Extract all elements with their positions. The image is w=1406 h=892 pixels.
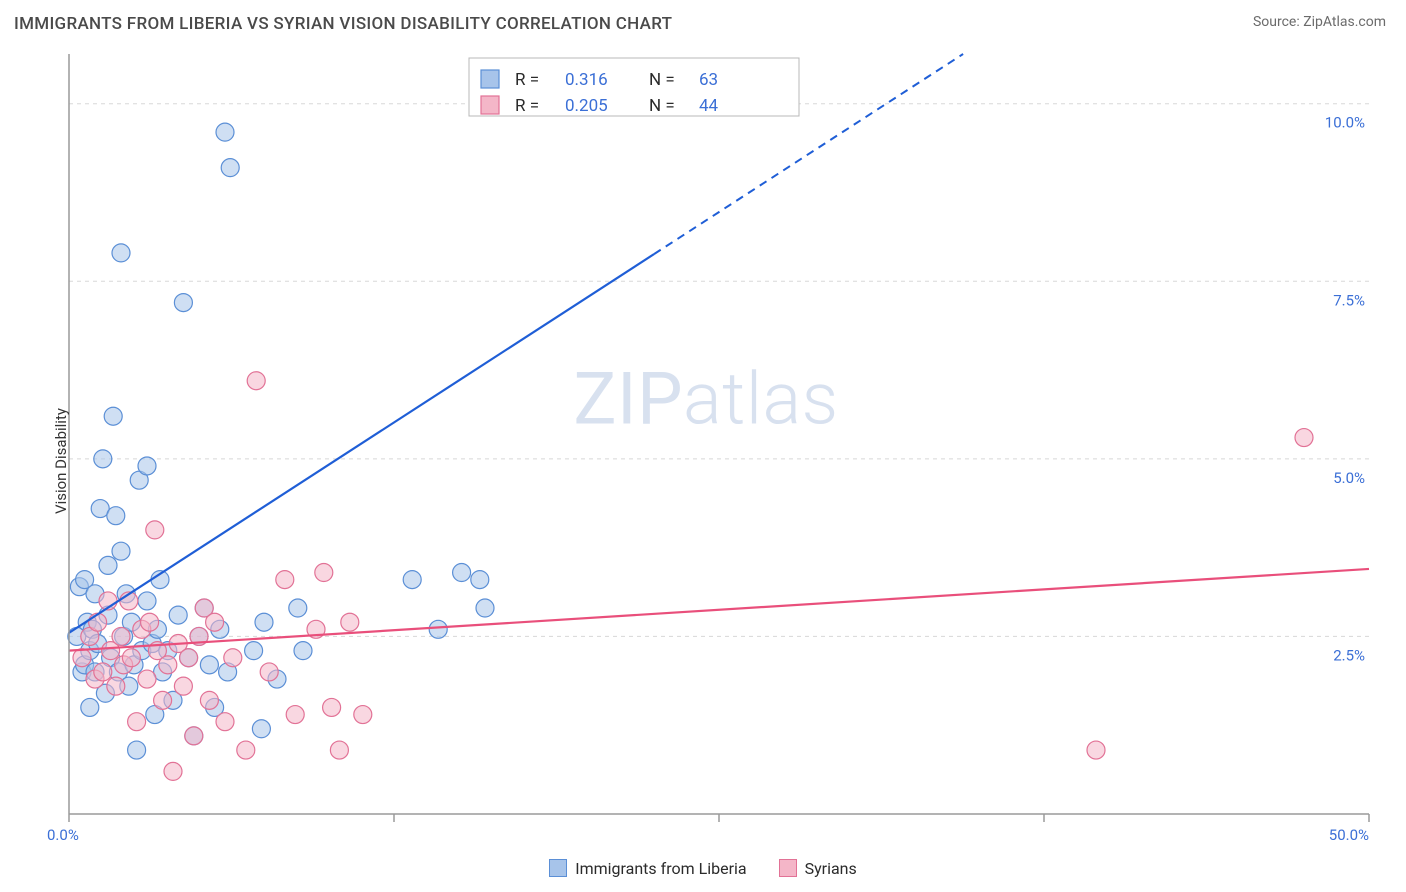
y-tick-label: 5.0% <box>1333 469 1365 487</box>
data-point <box>315 564 333 582</box>
legend-item: Syrians <box>779 859 857 878</box>
data-point <box>245 642 263 660</box>
data-point <box>216 713 234 731</box>
chart-title: IMMIGRANTS FROM LIBERIA VS SYRIAN VISION… <box>14 14 672 34</box>
data-point <box>107 677 125 695</box>
x-tick-label: 0.0% <box>47 826 79 844</box>
data-point <box>354 706 372 724</box>
chart-container: Vision Disability 2.5% 5.0% 7.5% 10.0% ZIPat… <box>14 44 1392 878</box>
data-point <box>107 507 125 525</box>
data-point <box>200 691 218 709</box>
data-point <box>276 571 294 589</box>
data-point <box>174 294 192 312</box>
data-point <box>247 372 265 390</box>
data-point <box>185 727 203 745</box>
data-point <box>476 599 494 617</box>
data-point <box>260 663 278 681</box>
stats-n-value: 63 <box>699 70 718 90</box>
stats-r-value: 0.205 <box>565 96 608 116</box>
data-point <box>221 159 239 177</box>
stats-r-label: R = <box>515 96 539 116</box>
data-point <box>180 649 198 667</box>
data-point <box>122 649 140 667</box>
data-point <box>141 613 159 631</box>
data-point <box>341 613 359 631</box>
stats-n-label: N = <box>649 70 675 90</box>
legend-swatch <box>481 96 499 114</box>
data-point <box>146 521 164 539</box>
stats-n-value: 44 <box>699 96 719 116</box>
legend-item: Immigrants from Liberia <box>549 859 746 878</box>
data-point <box>1087 741 1105 759</box>
data-point <box>94 663 112 681</box>
legend-swatch <box>779 859 797 877</box>
data-point <box>138 457 156 475</box>
data-point <box>289 599 307 617</box>
data-point <box>112 542 130 560</box>
data-point <box>81 698 99 716</box>
data-point <box>164 762 182 780</box>
data-point <box>216 123 234 141</box>
data-point <box>294 642 312 660</box>
header: IMMIGRANTS FROM LIBERIA VS SYRIAN VISION… <box>0 0 1406 40</box>
stats-r-label: R = <box>515 70 539 90</box>
data-point <box>154 691 172 709</box>
data-point <box>323 698 341 716</box>
x-tick-label: 50.0% <box>1329 826 1369 844</box>
data-point <box>73 649 91 667</box>
data-point <box>255 613 273 631</box>
data-point <box>429 620 447 638</box>
data-point <box>128 741 146 759</box>
data-point <box>252 720 270 738</box>
series-legend: Immigrants from Liberia Syrians <box>14 859 1392 878</box>
legend-swatch <box>481 70 499 88</box>
data-point <box>174 677 192 695</box>
data-point <box>286 706 304 724</box>
data-point <box>330 741 348 759</box>
trendline-liberia <box>69 254 654 633</box>
data-point <box>403 571 421 589</box>
source-attribution: Source: ZipAtlas.com <box>1253 14 1386 30</box>
data-point <box>169 606 187 624</box>
data-point <box>237 741 255 759</box>
watermark: ZIPatlas <box>573 356 838 441</box>
scatter-chart: 2.5% 5.0% 7.5% 10.0% ZIPatlas 0.0% 50.0% R = 0.3… <box>14 44 1392 878</box>
data-point <box>453 564 471 582</box>
data-point <box>138 670 156 688</box>
data-point <box>89 613 107 631</box>
data-point <box>200 656 218 674</box>
data-point <box>206 613 224 631</box>
data-point <box>471 571 489 589</box>
data-point <box>224 649 242 667</box>
data-point <box>112 627 130 645</box>
legend-swatch <box>549 859 567 877</box>
data-point <box>1295 429 1313 447</box>
data-point <box>104 407 122 425</box>
data-point <box>94 450 112 468</box>
data-point <box>112 244 130 262</box>
y-tick-label: 2.5% <box>1333 646 1365 664</box>
data-point <box>138 592 156 610</box>
data-point <box>128 713 146 731</box>
stats-n-label: N = <box>649 96 675 116</box>
stats-r-value: 0.316 <box>565 70 608 90</box>
y-tick-label: 10.0% <box>1325 114 1365 132</box>
data-point <box>159 656 177 674</box>
data-point <box>99 556 117 574</box>
y-axis-label: Vision Disability <box>52 408 70 514</box>
trendline-syrians <box>69 569 1369 651</box>
y-tick-label: 7.5% <box>1333 291 1365 309</box>
